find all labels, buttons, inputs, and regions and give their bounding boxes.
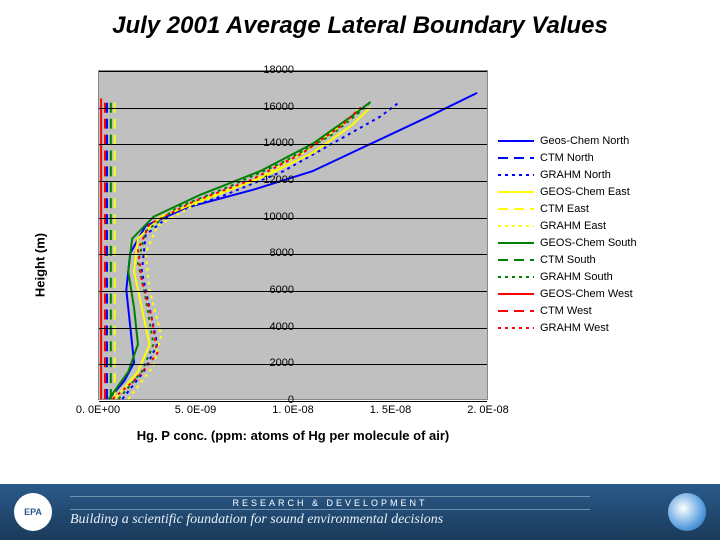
legend-label: GEOS-Chem East <box>540 186 630 198</box>
legend-swatch <box>498 288 534 300</box>
legend-swatch <box>498 322 534 334</box>
legend-swatch <box>498 186 534 198</box>
footer-text-block: RESEARCH & DEVELOPMENT Building a scient… <box>70 496 668 528</box>
legend-item: GEOS-Chem East <box>498 183 678 200</box>
legend-label: CTM South <box>540 254 596 266</box>
y-tick-label: 16000 <box>263 101 294 113</box>
series-line <box>113 107 361 399</box>
x-tick-label: 5. 0E-09 <box>175 404 217 416</box>
legend-swatch <box>498 152 534 164</box>
legend-swatch <box>498 305 534 317</box>
legend-swatch <box>498 237 534 249</box>
legend-item: CTM South <box>498 251 678 268</box>
legend-label: CTM West <box>540 305 592 317</box>
chart-lines <box>99 71 487 399</box>
legend-label: GRAHM East <box>540 220 606 232</box>
x-tick-label: 0. 0E+00 <box>76 404 120 416</box>
series-line <box>128 107 361 399</box>
legend-item: GRAHM East <box>498 217 678 234</box>
legend-label: GRAHM South <box>540 271 613 283</box>
y-axis-label: Height (m) <box>33 233 48 297</box>
legend-item: GRAHM West <box>498 319 678 336</box>
legend-item: Geos-Chem North <box>498 132 678 149</box>
legend-swatch <box>498 135 534 147</box>
legend-label: GEOS-Chem South <box>540 237 637 249</box>
y-tick-label: 18000 <box>263 64 294 76</box>
legend-swatch <box>498 271 534 283</box>
legend-item: CTM West <box>498 302 678 319</box>
x-tick-label: 1. 0E-08 <box>272 404 314 416</box>
footer-banner: EPA RESEARCH & DEVELOPMENT Building a sc… <box>0 484 720 540</box>
chart-legend: Geos-Chem North CTM North GRAHM North GEOS-… <box>498 132 678 336</box>
footer-brand: RESEARCH & DEVELOPMENT <box>70 496 590 510</box>
legend-item: CTM North <box>498 149 678 166</box>
y-tick-label: 12000 <box>263 174 294 186</box>
x-tick-label: 2. 0E-08 <box>467 404 509 416</box>
epa-logo: EPA <box>14 493 52 531</box>
x-tick-label: 1. 5E-08 <box>370 404 412 416</box>
chart-container: Height (m) 02000400060008000100001200014… <box>50 60 690 470</box>
y-tick-label: 10000 <box>263 211 294 223</box>
footer-tagline: Building a scientific foundation for sou… <box>70 512 668 528</box>
legend-swatch <box>498 169 534 181</box>
plot-area <box>98 70 488 400</box>
legend-swatch <box>498 203 534 215</box>
y-tick-label: 8000 <box>270 247 294 259</box>
series-line <box>109 102 371 399</box>
x-axis-label: Hg. P conc. (ppm: atoms of Hg per molecu… <box>98 428 488 443</box>
legend-item: CTM East <box>498 200 678 217</box>
legend-item: GRAHM South <box>498 268 678 285</box>
legend-label: Geos-Chem North <box>540 135 629 147</box>
legend-label: GRAHM North <box>540 169 611 181</box>
legend-item: GRAHM North <box>498 166 678 183</box>
legend-label: GEOS-Chem West <box>540 288 633 300</box>
y-tick-label: 2000 <box>270 357 294 369</box>
legend-item: GEOS-Chem West <box>498 285 678 302</box>
y-tick-label: 6000 <box>270 284 294 296</box>
noaa-logo <box>668 493 706 531</box>
legend-swatch <box>498 220 534 232</box>
legend-label: CTM East <box>540 203 589 215</box>
legend-item: GEOS-Chem South <box>498 234 678 251</box>
legend-label: GRAHM West <box>540 322 609 334</box>
series-line <box>119 102 371 399</box>
legend-label: CTM North <box>540 152 594 164</box>
legend-swatch <box>498 254 534 266</box>
slide-title: July 2001 Average Lateral Boundary Value… <box>0 0 720 46</box>
y-tick-label: 4000 <box>270 321 294 333</box>
series-line <box>115 107 371 399</box>
y-tick-label: 14000 <box>263 137 294 149</box>
series-line <box>122 102 399 399</box>
